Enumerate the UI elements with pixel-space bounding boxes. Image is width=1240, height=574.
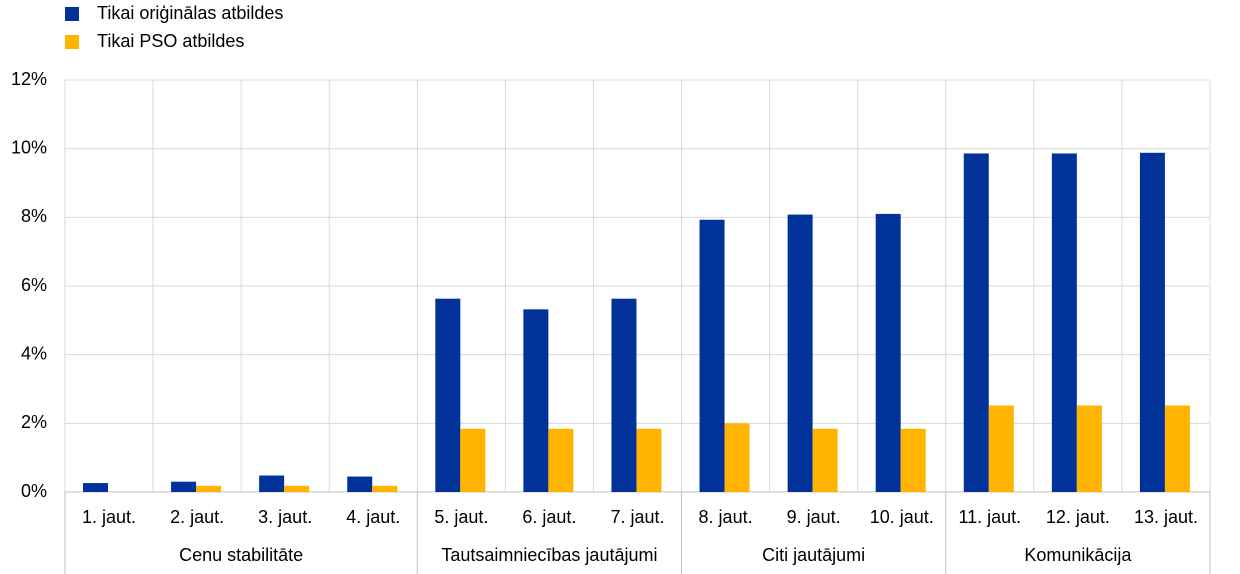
bar	[1076, 405, 1102, 492]
bar	[699, 219, 725, 492]
bar	[900, 428, 926, 492]
bar	[963, 153, 989, 492]
x-tick-label: 11. jaut.	[958, 507, 1021, 527]
legend-swatch	[65, 7, 79, 21]
bar	[435, 298, 461, 492]
y-tick-label: 12%	[11, 69, 47, 89]
bar	[1051, 153, 1077, 492]
bar	[1164, 405, 1190, 492]
bar	[347, 476, 373, 492]
x-tick-label: 3. jaut.	[258, 507, 312, 527]
bar	[787, 214, 813, 492]
y-tick-label: 6%	[21, 275, 47, 295]
x-tick-label: 6. jaut.	[522, 507, 576, 527]
x-tick-label: 13. jaut.	[1134, 507, 1198, 527]
bar	[548, 428, 574, 492]
bar	[284, 485, 310, 492]
bar	[460, 428, 486, 492]
bar	[1139, 152, 1165, 492]
x-tick-label: 12. jaut.	[1046, 507, 1110, 527]
bar	[259, 475, 285, 492]
bar	[196, 485, 222, 492]
group-label: Tautsaimniecības jautājumi	[441, 545, 657, 565]
y-tick-label: 0%	[21, 481, 47, 501]
legend-label: Tikai PSO atbildes	[97, 31, 244, 51]
bar	[724, 423, 750, 492]
group-label: Citi jautājumi	[762, 545, 865, 565]
bar	[83, 483, 108, 492]
bar	[171, 481, 197, 492]
legend-label: Tikai oriģinālas atbildes	[97, 3, 283, 23]
bar	[812, 428, 838, 492]
x-tick-label: 1. jaut.	[82, 507, 136, 527]
legend-swatch	[65, 35, 79, 49]
group-label: Komunikācija	[1024, 545, 1132, 565]
x-tick-label: 8. jaut.	[699, 507, 753, 527]
y-tick-label: 4%	[21, 343, 47, 363]
x-tick-label: 9. jaut.	[787, 507, 841, 527]
x-tick-label: 10. jaut.	[870, 507, 934, 527]
x-tick-label: 5. jaut.	[434, 507, 488, 527]
x-tick-label: 2. jaut.	[170, 507, 224, 527]
y-tick-label: 2%	[21, 412, 47, 432]
bar	[611, 298, 637, 492]
bar	[523, 309, 549, 492]
bar	[875, 213, 901, 492]
bar	[636, 428, 662, 492]
bar	[988, 405, 1014, 492]
x-tick-label: 4. jaut.	[346, 507, 400, 527]
group-label: Cenu stabilitāte	[179, 545, 303, 565]
y-tick-label: 8%	[21, 206, 47, 226]
bar	[372, 485, 398, 492]
x-tick-label: 7. jaut.	[610, 507, 664, 527]
y-tick-label: 10%	[11, 137, 47, 157]
